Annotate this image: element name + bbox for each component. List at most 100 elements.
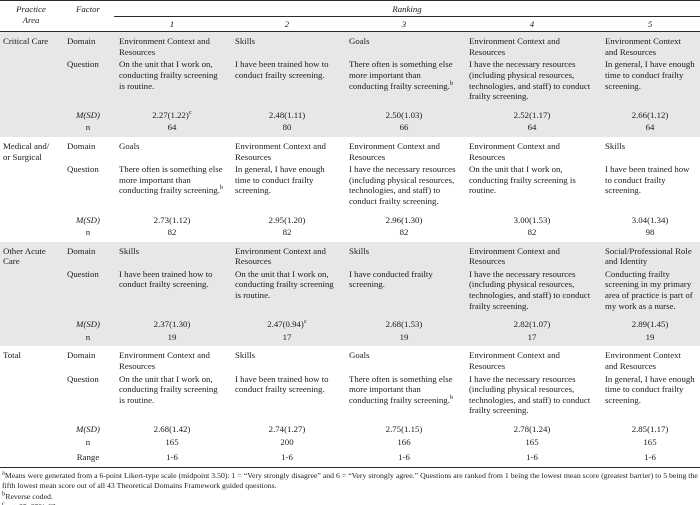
msd-value: 2.27(1.22): [152, 109, 189, 120]
row-label-msd: M(SD): [62, 102, 114, 122]
msd-value: 3.04(1.34): [631, 214, 669, 225]
question-cell: I have the necessary resources (includin…: [464, 267, 600, 313]
msd-cell: 2.50(1.03): [344, 102, 464, 122]
msd-value: 2.82(1.07): [513, 319, 551, 330]
domain-cell: Skills: [114, 241, 230, 268]
rank-2-header: 2: [230, 16, 344, 33]
n-cell: 19: [600, 330, 700, 347]
row-label-n: n: [62, 121, 114, 137]
msd-value: 2.95(1.20): [268, 214, 306, 225]
practice-area-line: or Surgical: [3, 151, 42, 162]
row-label-question: Question: [67, 373, 99, 384]
domain-cell: Environment Context and Resources: [469, 350, 560, 372]
msd-cell: 2.27(1.22)c: [114, 102, 230, 122]
msd-value: 3.00(1.53): [513, 214, 551, 225]
question-cell: On the unit that I work on, conducting f…: [464, 163, 600, 207]
domain-cell: Goals: [119, 140, 140, 151]
table-row: n 19 17 19 17 19: [0, 330, 700, 347]
table-row: M(SD) 2.73(1.12) 2.95(1.20) 2.96(1.30) 3…: [0, 208, 700, 227]
n-cell: 82: [282, 227, 292, 238]
table-row: Question There often is something else m…: [0, 163, 700, 207]
n-cell: 165: [165, 436, 179, 447]
msd-value: 2.73(1.12): [153, 214, 191, 225]
question-text: I have the necessary resources (includin…: [469, 268, 591, 311]
msd-value: 2.78(1.24): [513, 424, 551, 434]
msd-cell: 2.74(1.27): [230, 417, 344, 436]
domain-cell: Environment Context and Resources: [119, 350, 210, 372]
row-label-domain: Domain: [67, 140, 96, 151]
practice-area-cell: Other Acute Care: [0, 241, 62, 347]
footnote-marker: b: [219, 184, 224, 192]
question-cell: On the unit that I work on, conducting f…: [114, 58, 230, 103]
practice-area-header-line1: Practice: [16, 4, 46, 14]
table-row: M(SD) 2.68(1.42) 2.74(1.27) 2.75(1.15) 2…: [0, 417, 700, 436]
table-row: M(SD) 2.27(1.22)c 2.48(1.11) 2.50(1.03) …: [0, 102, 700, 122]
question-cell: I have the necessary resources (includin…: [344, 163, 464, 207]
question-text: Conducting frailty screening in my prima…: [605, 268, 693, 311]
practice-area-cell: Total: [0, 346, 62, 467]
footnote-a: aMeans were generated from a 6-point Lik…: [2, 469, 698, 492]
n-cell: 200: [280, 436, 294, 447]
question-cell: I have been trained how to conduct frail…: [600, 163, 700, 207]
rank-5-header: 5: [600, 16, 700, 33]
msd-value: 2.89(1.45): [631, 319, 669, 330]
question-text: There often is something else more impor…: [349, 59, 453, 91]
row-label-msd: M(SD): [76, 214, 100, 225]
question-text: I have been trained how to conduct frail…: [605, 164, 690, 196]
practice-area-line: Total: [3, 350, 21, 361]
question-text: In general, I have enough time to conduc…: [235, 164, 325, 196]
practice-area-line: Critical Care: [3, 36, 49, 47]
msd-cell: 2.95(1.20): [230, 208, 344, 227]
footnote-b-marker: b: [2, 490, 6, 497]
row-label-domain: Domain: [62, 31, 114, 59]
domain-cell: Environment Context and Resources: [230, 241, 344, 268]
n-cell: 166: [397, 436, 411, 447]
question-text: On the unit that I work on, conducting f…: [469, 164, 576, 196]
table-footnotes: aMeans were generated from a 6-point Lik…: [0, 468, 700, 505]
msd-value: 2.74(1.27): [268, 424, 306, 434]
table-row: Question I have been trained how to cond…: [0, 267, 700, 313]
table-row: M(SD) 2.37(1.30) 2.47(0.94)c 2.68(1.53) …: [0, 312, 700, 331]
msd-cell: 2.82(1.07): [464, 312, 600, 331]
question-text: I have been trained how to conduct frail…: [119, 268, 213, 290]
footnote-marker: b: [449, 393, 454, 401]
msd-value: 2.96(1.30): [385, 214, 423, 225]
question-cell: I have been trained how to conduct frail…: [114, 267, 230, 313]
question-cell: There often is something else more impor…: [114, 163, 230, 207]
msd-cell: 3.00(1.53): [464, 208, 600, 227]
row-label-n: n: [85, 227, 91, 238]
msd-cell: 2.96(1.30): [344, 208, 464, 227]
n-cell: 66: [344, 121, 464, 137]
footnote-c-text: < .05; 95%: [9, 502, 47, 505]
msd-value: 2.85(1.17): [631, 424, 669, 434]
footnote-marker: b: [449, 79, 454, 87]
n-cell: 165: [525, 436, 539, 447]
question-cell: I have conducted frailty screening.: [344, 267, 464, 313]
domain-cell: Environment Context and Resources: [349, 140, 440, 162]
question-text: On the unit that I work on, conducting f…: [119, 373, 218, 405]
range-cell: 1-6: [281, 452, 293, 463]
footnote-c-ci: CI.: [47, 502, 57, 505]
domain-cell: Environment Context and Resources: [600, 31, 700, 59]
table-row: n 64 80 66 64 64: [0, 121, 700, 137]
question-text: On the unit that I work on, conducting f…: [235, 268, 334, 301]
question-cell: In general, I have enough time to conduc…: [230, 163, 344, 207]
n-cell: 19: [114, 330, 230, 347]
footnote-c-p: p: [5, 502, 9, 505]
rank-3-header: 3: [344, 16, 464, 33]
rankings-table: Practice Area Factor Ranking 1 2 3 4 5 C…: [0, 0, 700, 468]
n-cell: 98: [645, 227, 655, 238]
question-text: I have conducted frailty screening.: [349, 268, 433, 290]
rank-1-header: 1: [114, 16, 230, 33]
msd-cell: 2.73(1.12): [114, 208, 230, 227]
question-text: In general, I have enough time to conduc…: [605, 373, 695, 405]
msd-value: 2.48(1.11): [268, 109, 306, 120]
domain-cell: Goals: [344, 31, 464, 59]
row-label-domain: Domain: [62, 241, 114, 268]
table-row: Range 1-6 1-6 1-6 1-6 1-6: [0, 451, 700, 467]
question-text: There often is something else more impor…: [119, 164, 223, 196]
table-row: Question On the unit that I work on, con…: [0, 373, 700, 417]
row-label-question: Question: [67, 164, 99, 175]
msd-value: 2.68(1.42): [153, 424, 191, 434]
domain-cell: Environment Context and Resources: [114, 31, 230, 59]
